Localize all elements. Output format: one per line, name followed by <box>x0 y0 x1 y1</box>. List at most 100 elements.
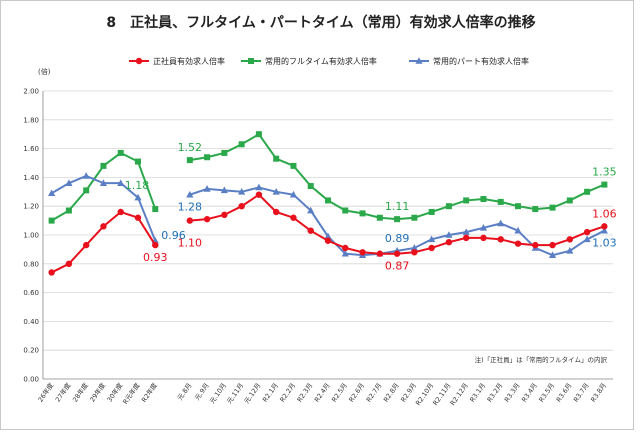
x-tick-label: R3.4月 <box>520 382 539 404</box>
legend-label: 常用的フルタイム有効求人倍率 <box>265 56 377 66</box>
x-tick-label: R3.6月 <box>555 382 574 404</box>
x-tick-label: R2.1月 <box>261 382 280 404</box>
data-point <box>583 235 591 243</box>
y-tick-label: 1.40 <box>23 174 39 182</box>
data-point <box>497 198 504 205</box>
data-point <box>415 57 423 64</box>
x-tick-label: R2.5月 <box>330 382 349 404</box>
chart-note: 注)「正社員」は「常用的フルタイム」の内訳 <box>475 355 608 364</box>
x-tick-label: R3.8月 <box>589 382 608 404</box>
data-point <box>514 240 522 247</box>
data-point <box>515 203 521 210</box>
x-tick-label: R2.8月 <box>382 382 401 404</box>
data-point <box>566 247 574 254</box>
data-label: 1.06 <box>592 207 617 220</box>
x-tick-label: 29年度 <box>88 381 108 404</box>
x-tick-label: 元.9月 <box>193 382 211 402</box>
y-tick-label: 2.00 <box>23 88 39 96</box>
data-point <box>549 241 556 249</box>
data-point <box>117 179 125 186</box>
data-point <box>600 226 608 234</box>
data-point <box>359 249 366 256</box>
data-point <box>480 196 487 202</box>
data-point <box>255 191 263 198</box>
legend-label: 正社員有効求人倍率 <box>153 56 225 66</box>
data-point <box>82 172 90 179</box>
data-label: 1.10 <box>178 237 203 250</box>
y-tick-label: 0.00 <box>23 376 39 384</box>
y-tick-label: 1.20 <box>23 203 39 211</box>
data-point <box>117 208 124 216</box>
data-point <box>272 208 280 216</box>
y-tick-label: 1.80 <box>23 116 39 124</box>
data-point <box>152 206 159 213</box>
data-point <box>341 249 349 257</box>
x-tick-label: R2年度 <box>139 381 159 404</box>
data-point <box>152 241 159 249</box>
data-point <box>135 158 141 165</box>
x-tick-label: R元年度 <box>120 381 141 406</box>
data-point <box>134 193 142 201</box>
x-tick-label: R3.2月 <box>486 382 505 404</box>
data-label: 0.93 <box>143 251 168 264</box>
data-label: 0.87 <box>385 260 410 273</box>
data-point <box>255 131 262 138</box>
data-point <box>497 219 505 227</box>
x-tick-label: R3.1月 <box>468 382 487 404</box>
data-point <box>428 235 436 243</box>
data-point <box>497 236 504 243</box>
data-point <box>445 231 453 238</box>
legend: 正社員有効求人倍率 常用的フルタイム有効求人倍率 常用的パート有効求人倍率 <box>129 56 529 66</box>
chart-frame: 8 正社員、フルタイム・パートタイム（常用）有効求人倍率の推移 (倍) 正社員有… <box>0 0 634 430</box>
data-point <box>462 228 470 235</box>
data-point <box>359 210 366 217</box>
data-point <box>100 223 107 230</box>
y-tick-label: 0.40 <box>23 318 39 326</box>
data-point <box>135 57 143 65</box>
gridlines <box>43 90 613 380</box>
data-point <box>290 162 297 169</box>
data-point <box>186 157 193 164</box>
data-point <box>428 208 435 215</box>
data-point <box>99 179 108 186</box>
data-point <box>514 226 522 234</box>
data-point <box>462 234 470 242</box>
series-group <box>48 191 608 276</box>
data-point <box>394 216 401 223</box>
y-tick-label: 0.20 <box>23 347 39 355</box>
data-point <box>532 241 539 249</box>
legend-item: 常用的パート有効求人倍率 <box>409 56 529 66</box>
data-point <box>342 244 349 252</box>
data-label: 1.18 <box>125 179 150 192</box>
x-tick-label: 元.8月 <box>176 382 194 402</box>
x-tick-label: R3.5月 <box>537 382 556 404</box>
x-tick-label: R2.7月 <box>365 382 384 404</box>
data-point <box>307 183 314 190</box>
x-tick-label: 元.12月 <box>243 382 263 406</box>
y-unit-label: (倍) <box>38 67 51 76</box>
data-point <box>65 207 72 214</box>
y-axis: 0.00 0.20 0.40 0.60 0.80 1.00 1.20 1.40 1.60 1.80… <box>23 88 44 384</box>
data-point <box>82 241 90 249</box>
data-point <box>376 250 384 257</box>
data-point <box>290 214 297 221</box>
data-point <box>411 214 418 221</box>
data-point <box>221 149 228 156</box>
data-label: 1.11 <box>385 200 410 213</box>
data-point <box>48 269 55 276</box>
x-tick-label: 26年度 <box>36 381 56 404</box>
data-point <box>480 234 487 242</box>
data-point <box>238 141 245 148</box>
data-point <box>289 190 298 198</box>
data-point <box>203 185 211 192</box>
chart-title: 8 正社員、フルタイム・パートタイム（常用）有効求人倍率の推移 <box>106 14 535 31</box>
data-point <box>220 186 228 194</box>
data-point <box>204 154 211 161</box>
data-point <box>342 207 349 214</box>
data-point <box>566 197 573 204</box>
data-point <box>203 215 211 223</box>
data-labels: 1.52 1.28 1.10 1.18 0.96 0.93 1.11 0.89 0.87 1.35… <box>125 141 617 273</box>
x-tick-label: 元.10月 <box>208 382 228 406</box>
data-point <box>445 239 453 246</box>
data-point <box>307 206 315 214</box>
